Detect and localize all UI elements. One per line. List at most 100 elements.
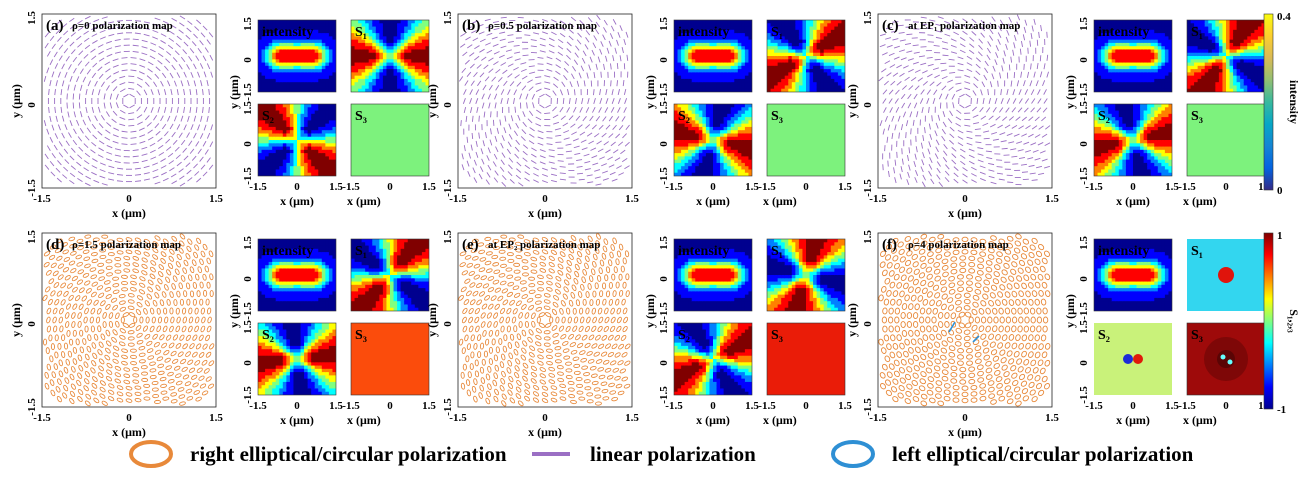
intensity-cell — [289, 59, 295, 64]
linear-mark — [46, 128, 50, 135]
s2-cell — [279, 120, 284, 125]
linear-mark — [585, 37, 590, 43]
linear-mark — [940, 62, 947, 65]
linear-mark — [539, 50, 546, 53]
s1-cell — [784, 23, 789, 28]
linear-mark — [507, 141, 512, 148]
s1-cell — [767, 42, 772, 47]
intensity-cell — [289, 52, 295, 57]
s1-cell — [767, 20, 772, 24]
intensity-cell — [674, 39, 679, 44]
s1-cell — [798, 69, 804, 73]
s1-cell — [791, 88, 796, 92]
s1-cell — [788, 23, 793, 28]
linear-mark — [586, 132, 593, 137]
intensity-cell — [688, 39, 693, 44]
linear-mark — [91, 89, 95, 96]
s1-cell — [372, 69, 377, 73]
intensity-cell — [300, 56, 305, 60]
s1-cell — [795, 59, 800, 64]
linear-mark — [542, 25, 548, 29]
s1-cell — [411, 69, 416, 73]
s2-cell — [265, 162, 270, 167]
intensity-cell — [297, 20, 302, 24]
linear-mark — [170, 106, 173, 114]
intensity-cell — [282, 36, 287, 41]
s1-cell — [777, 85, 782, 90]
s1-cell — [382, 29, 388, 34]
linear-mark — [84, 44, 91, 50]
linear-mark — [171, 17, 178, 22]
s1-cell — [404, 78, 409, 83]
linear-mark — [615, 116, 620, 122]
intensity-cell — [677, 39, 682, 44]
s1-cell — [368, 23, 373, 28]
intensity-cell — [268, 75, 273, 80]
intensity-cell — [268, 72, 273, 77]
s1-cell — [379, 23, 384, 28]
intensity-cell — [716, 29, 721, 34]
s2-cell — [289, 107, 295, 112]
s1-cell — [418, 26, 423, 31]
linear-mark — [562, 122, 569, 127]
intensity-cell — [314, 65, 319, 70]
linear-mark — [510, 115, 514, 122]
linear-mark — [79, 68, 84, 74]
linear-mark — [559, 166, 566, 168]
s1-cell — [397, 33, 402, 37]
linear-mark — [529, 127, 535, 132]
intensity-cell — [695, 72, 700, 77]
intensity-cell — [698, 36, 703, 41]
intensity-cell — [286, 20, 291, 24]
s1-cell — [806, 69, 811, 73]
linear-mark — [508, 157, 514, 163]
intensity-cell — [741, 82, 746, 87]
s1-cell — [813, 33, 818, 37]
intensity-cell — [268, 62, 273, 67]
intensity-cell — [702, 23, 707, 28]
intensity-cell — [727, 20, 732, 24]
intensity-cell — [275, 56, 280, 60]
linear-mark — [530, 39, 537, 41]
s2-cell — [286, 162, 291, 167]
linear-mark — [474, 45, 480, 50]
s2-cell — [272, 153, 277, 157]
intensity-cell — [748, 82, 752, 87]
intensity-cell — [698, 29, 703, 34]
intensity-cell — [695, 78, 700, 83]
intensity-cell — [720, 52, 725, 57]
s1-cell — [777, 36, 782, 41]
linear-mark — [504, 115, 507, 122]
linear-mark — [566, 107, 570, 113]
s1-cell — [770, 59, 775, 64]
linear-mark — [183, 155, 189, 161]
linear-mark — [189, 88, 192, 96]
s1-cell — [806, 72, 811, 77]
intensity-cell — [674, 23, 679, 28]
s1-cell — [368, 82, 373, 87]
intensity-cell — [321, 33, 326, 37]
intensity-cell — [730, 39, 735, 44]
s2-cell — [275, 120, 280, 125]
intensity-cell — [275, 33, 280, 37]
s1-cell — [361, 65, 366, 70]
s1-cell — [788, 69, 793, 73]
panel-title: (b) ρ=0.5 polarization map — [462, 18, 597, 34]
s1-cell — [372, 36, 377, 41]
intensity-cell — [332, 85, 336, 90]
s1-cell — [781, 75, 786, 80]
intensity-cell — [282, 85, 287, 90]
linear-mark — [473, 72, 478, 78]
intensity-cell — [695, 82, 700, 87]
intensity-cell — [275, 85, 280, 90]
intensity-cell — [705, 36, 711, 41]
s1-cell — [361, 20, 366, 24]
s1-cell — [365, 36, 370, 41]
intensity-cell — [325, 20, 330, 24]
s1-cell — [390, 72, 395, 77]
s2-cell — [272, 123, 277, 128]
intensity-cell — [720, 36, 725, 41]
s2-cell — [318, 140, 323, 144]
intensity-cell — [314, 88, 319, 92]
s2-cell — [332, 123, 336, 128]
